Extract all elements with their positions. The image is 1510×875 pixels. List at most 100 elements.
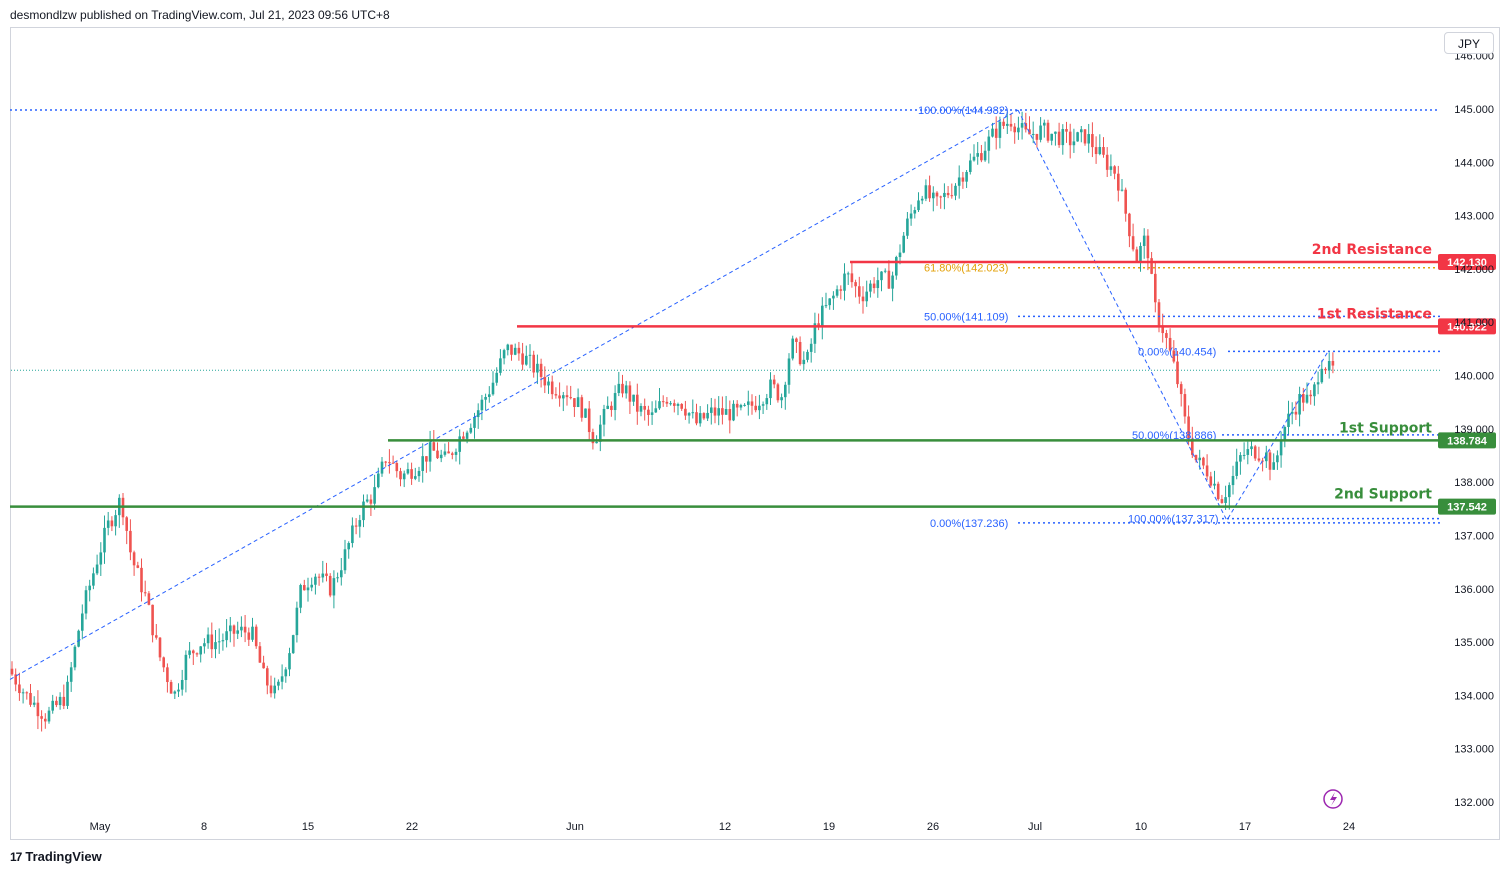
- candle-body: [628, 385, 632, 402]
- candle-body: [1283, 427, 1287, 442]
- candle-body: [402, 473, 406, 480]
- candle-body: [325, 573, 328, 576]
- candle-body: [1057, 131, 1061, 146]
- candle-body: [1091, 134, 1094, 148]
- candle-body: [229, 625, 232, 632]
- candle-body: [1035, 133, 1039, 140]
- candle-body: [650, 412, 654, 415]
- candle-body: [1239, 455, 1242, 462]
- candle-body: [961, 177, 965, 182]
- support-label: 1st Support: [1339, 420, 1432, 436]
- candle-body: [698, 413, 702, 424]
- candle-body: [99, 552, 103, 565]
- candle-body: [66, 681, 69, 706]
- candle-body: [32, 702, 36, 705]
- candle-body: [1279, 441, 1283, 456]
- candle-body: [710, 407, 713, 413]
- candle-body: [1327, 361, 1331, 371]
- candle-body: [173, 691, 177, 694]
- candle-body: [565, 395, 569, 398]
- candle-body: [532, 354, 535, 373]
- candle-body: [1202, 457, 1205, 466]
- fib-levels: 100.00%(144.982) 61.80%(142.023) 50.00%(14…: [10, 105, 1440, 530]
- candle-body: [787, 358, 791, 385]
- candle-body: [221, 640, 225, 642]
- y-tick-label: 140.000: [1454, 371, 1494, 383]
- candle-body: [824, 305, 828, 307]
- candle-body: [1165, 333, 1168, 338]
- candle-body: [480, 399, 484, 411]
- candle-body: [1154, 273, 1157, 303]
- candle-body: [987, 136, 991, 151]
- candle-body: [1209, 476, 1213, 486]
- candle-body: [384, 461, 387, 463]
- candle-body: [340, 570, 343, 578]
- candle-body: [1150, 258, 1153, 274]
- candle-body: [336, 577, 339, 579]
- candle-body: [706, 412, 709, 419]
- candle-body: [1061, 129, 1065, 146]
- candle-body: [199, 646, 202, 655]
- candle-body: [858, 286, 861, 297]
- candle-body: [980, 153, 983, 161]
- candle-body: [1316, 382, 1320, 385]
- currency-selector[interactable]: JPY: [1444, 32, 1494, 54]
- candle-body: [1205, 465, 1209, 477]
- candle-body: [1187, 416, 1190, 439]
- candle-body: [784, 384, 787, 398]
- candle-body: [735, 403, 739, 408]
- candle-body: [676, 404, 680, 406]
- fib-level-label: 50.00%(138.886): [1132, 430, 1216, 442]
- candle-body: [243, 626, 247, 633]
- candle-body: [1017, 127, 1020, 133]
- candle-body: [558, 395, 561, 399]
- candle-body: [343, 549, 347, 571]
- candle-body: [643, 406, 646, 410]
- candle-body: [828, 298, 831, 306]
- candle-body: [332, 578, 336, 596]
- candle-body: [902, 235, 905, 253]
- tradingview-footer[interactable]: 17 TradingView: [10, 849, 102, 864]
- candle-body: [891, 275, 894, 289]
- fib-level-label: 100.00%(144.982): [918, 105, 1009, 117]
- candle-body: [1253, 446, 1257, 459]
- candle-body: [935, 192, 939, 197]
- candle-body: [44, 718, 47, 722]
- price-tag-label: 140.922: [1447, 321, 1487, 333]
- candle-body: [587, 408, 591, 433]
- candle-body: [488, 394, 491, 397]
- candle-body: [476, 410, 480, 418]
- candle-body: [876, 280, 880, 289]
- candle-body: [1250, 446, 1253, 450]
- candle-body: [747, 401, 750, 405]
- candle-body: [491, 382, 495, 395]
- y-axis: 132.000 133.000 134.000 135.000 136.000 137.0…: [1454, 51, 1494, 809]
- candle-body: [188, 650, 191, 655]
- candle-body: [77, 630, 80, 647]
- candle-body: [506, 344, 510, 351]
- candle-body: [883, 270, 887, 272]
- candle-body: [898, 252, 902, 258]
- candle-body: [939, 196, 942, 198]
- candle-body: [428, 442, 432, 462]
- candle-body: [484, 396, 487, 400]
- candle-body: [976, 153, 979, 157]
- candle-body: [1290, 411, 1294, 414]
- x-tick-label: 19: [823, 821, 835, 833]
- tradingview-logo-icon: 17: [10, 849, 22, 864]
- candle-body: [846, 273, 850, 275]
- price-tag-label: 138.784: [1447, 435, 1488, 447]
- fib-level-label: 0.00%(140.454): [1138, 346, 1216, 358]
- candle-body: [14, 674, 17, 685]
- candle-body: [1183, 394, 1187, 417]
- x-axis: May 8 15 22 Jun 12 19 26 Jul 10 17 24: [90, 821, 1356, 833]
- candle-body: [266, 668, 269, 686]
- candle-body: [417, 470, 421, 477]
- candle-body: [125, 517, 128, 531]
- candle-body: [1146, 235, 1150, 259]
- x-tick-label: 22: [406, 821, 418, 833]
- candle-body: [277, 681, 280, 686]
- candle-body: [454, 451, 458, 455]
- candle-body: [1172, 350, 1176, 362]
